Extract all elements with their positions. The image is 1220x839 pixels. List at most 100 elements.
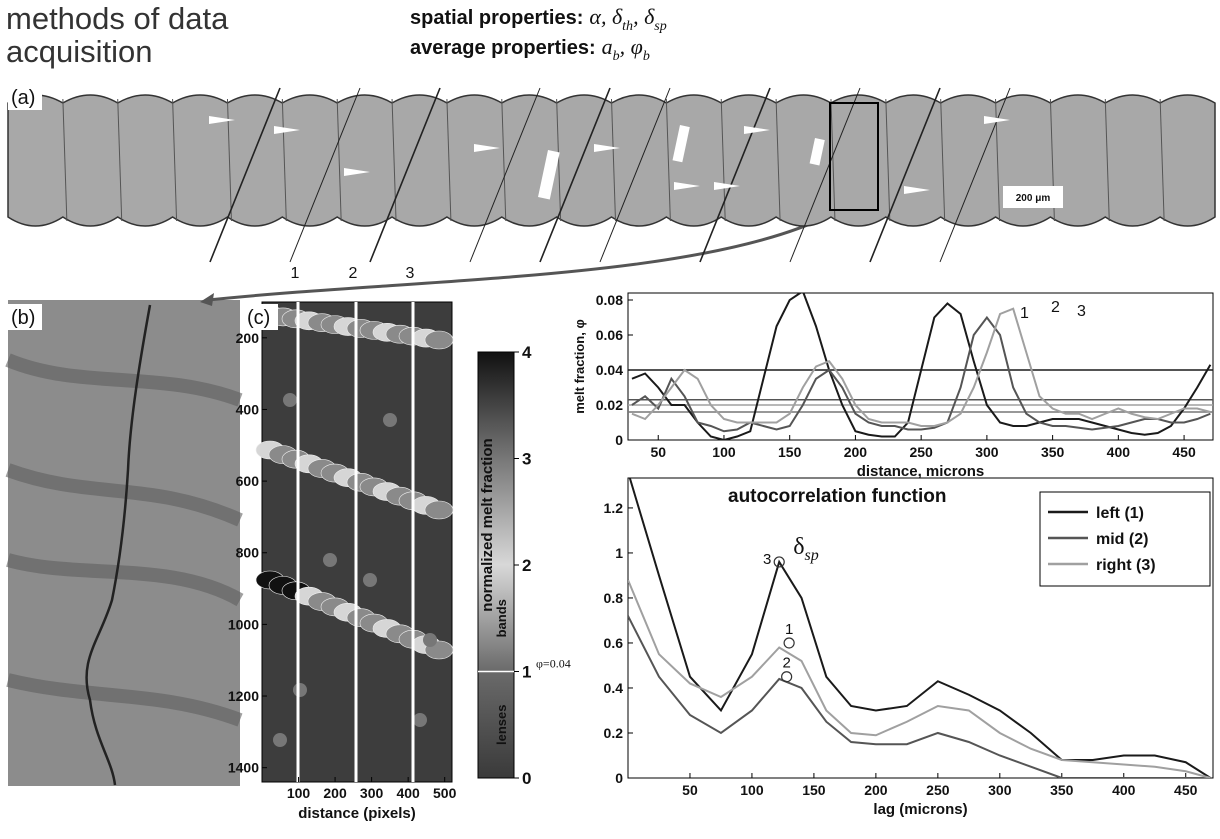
scale-bar-box [1003, 186, 1063, 208]
lens-blob [383, 413, 397, 427]
grain-boundary [446, 98, 452, 222]
band-blob [424, 500, 454, 520]
grain-boundary [1159, 98, 1165, 222]
grain-boundary [775, 98, 781, 222]
series-group [628, 478, 1212, 778]
grain-boundary [501, 98, 507, 222]
arrow-marker [984, 116, 1010, 124]
grain-boundary [336, 98, 342, 222]
x-tick-label: 300 [988, 782, 1012, 798]
x-tick-label: 200 [844, 444, 868, 460]
colorbar-tick-label: 2 [522, 556, 531, 575]
lens-blob [363, 573, 377, 587]
grain-boundary [281, 98, 287, 222]
x-tick-label: 100 [287, 785, 311, 801]
x-axis-label: lag (microns) [873, 801, 967, 818]
x-tick-label: 450 [1172, 444, 1196, 460]
symbol: δ [793, 534, 804, 560]
x-tick-label: 350 [1041, 444, 1065, 460]
x-tick-label: 250 [909, 444, 933, 460]
panel-label: (a) [11, 87, 35, 109]
band-annotation: bands [494, 599, 509, 637]
lens-blob [293, 683, 307, 697]
arrow-marker [209, 116, 235, 124]
grain-boundary [665, 98, 671, 222]
series-group [631, 293, 1212, 440]
curve-annotation: 1 [1020, 305, 1029, 322]
symbol: a [602, 34, 613, 59]
panel-label: (c) [247, 307, 270, 329]
lens-blob [423, 633, 437, 647]
x-axis-label: distance, microns [857, 463, 985, 480]
legend-label: mid (2) [1096, 531, 1148, 548]
arrow-marker [594, 144, 620, 152]
lens-blob [273, 733, 287, 747]
y-tick-label: 0.2 [604, 725, 624, 741]
plot-frame [627, 292, 1214, 441]
peak-label: 1 [785, 621, 793, 638]
arrow-marker [674, 182, 700, 190]
grain-boundary [172, 98, 178, 222]
y-tick-label: 200 [236, 330, 260, 346]
x-tick-label: 400 [1107, 444, 1131, 460]
band-blob [424, 330, 454, 350]
peak-label: 2 [782, 655, 790, 672]
transect [369, 87, 441, 263]
colorbar-tick-label: 0 [522, 769, 531, 788]
lens-annotation: lenses [494, 705, 509, 745]
x-tick-label: 300 [975, 444, 999, 460]
y-tick-label: 0.08 [596, 292, 623, 308]
arrow-marker [344, 168, 370, 176]
grain-boundary [940, 98, 946, 222]
colorbar-tick-label: 4 [522, 343, 532, 362]
peak-marker [773, 556, 785, 568]
transect [289, 87, 361, 263]
y-tick-label: 0.4 [604, 680, 624, 696]
transect [209, 87, 281, 263]
transect [939, 87, 1011, 263]
arrow-marker [474, 144, 500, 152]
symbol-subscript: th [622, 19, 633, 34]
lens-blob [413, 713, 427, 727]
strip-number: 3 [406, 265, 415, 282]
symbol: , δ [633, 4, 655, 29]
grain-boundary [830, 98, 836, 222]
y-tick-label: 0.06 [596, 327, 623, 343]
x-tick-label: 200 [864, 782, 888, 798]
property-label: spatial properties: [410, 7, 583, 29]
x-axis-label: distance (pixels) [298, 805, 416, 822]
grain-boundary [1104, 98, 1110, 222]
figure-title: methods of data acquisition [6, 1, 229, 69]
data-line [631, 307, 1211, 427]
symbol: α, δ [589, 4, 623, 29]
y-tick-label: 1200 [228, 688, 259, 704]
y-tick-label: 0.02 [596, 397, 623, 413]
x-tick-label: 50 [650, 444, 666, 460]
strip-number: 1 [291, 265, 300, 282]
grain-boundary [556, 98, 562, 222]
panel-label-box [8, 84, 42, 110]
data-line [628, 478, 1212, 778]
y-tick-label: 1 [615, 545, 623, 561]
x-tick-label: 400 [396, 785, 420, 801]
x-tick-label: 100 [740, 782, 764, 798]
arrow-marker [744, 126, 770, 134]
panel-label: (b) [11, 307, 35, 329]
x-tick-label: 200 [323, 785, 347, 801]
lens-blob [283, 393, 297, 407]
zoom-arrow [207, 213, 831, 302]
property-label: average properties: [410, 37, 596, 59]
transect [599, 87, 671, 263]
transect [699, 87, 771, 263]
panel-label-box [8, 304, 42, 330]
grain-boundary [62, 98, 68, 222]
colorbar-tick-label: 3 [522, 450, 531, 469]
delta-annotation: δsp [793, 534, 819, 564]
transect [469, 87, 541, 263]
colorbar-tick-label: 1 [522, 663, 531, 682]
arrow-marker [904, 186, 930, 194]
scale-bar-label: 200 μm [1016, 193, 1051, 204]
band-marker [538, 150, 560, 200]
x-tick-label: 100 [712, 444, 736, 460]
